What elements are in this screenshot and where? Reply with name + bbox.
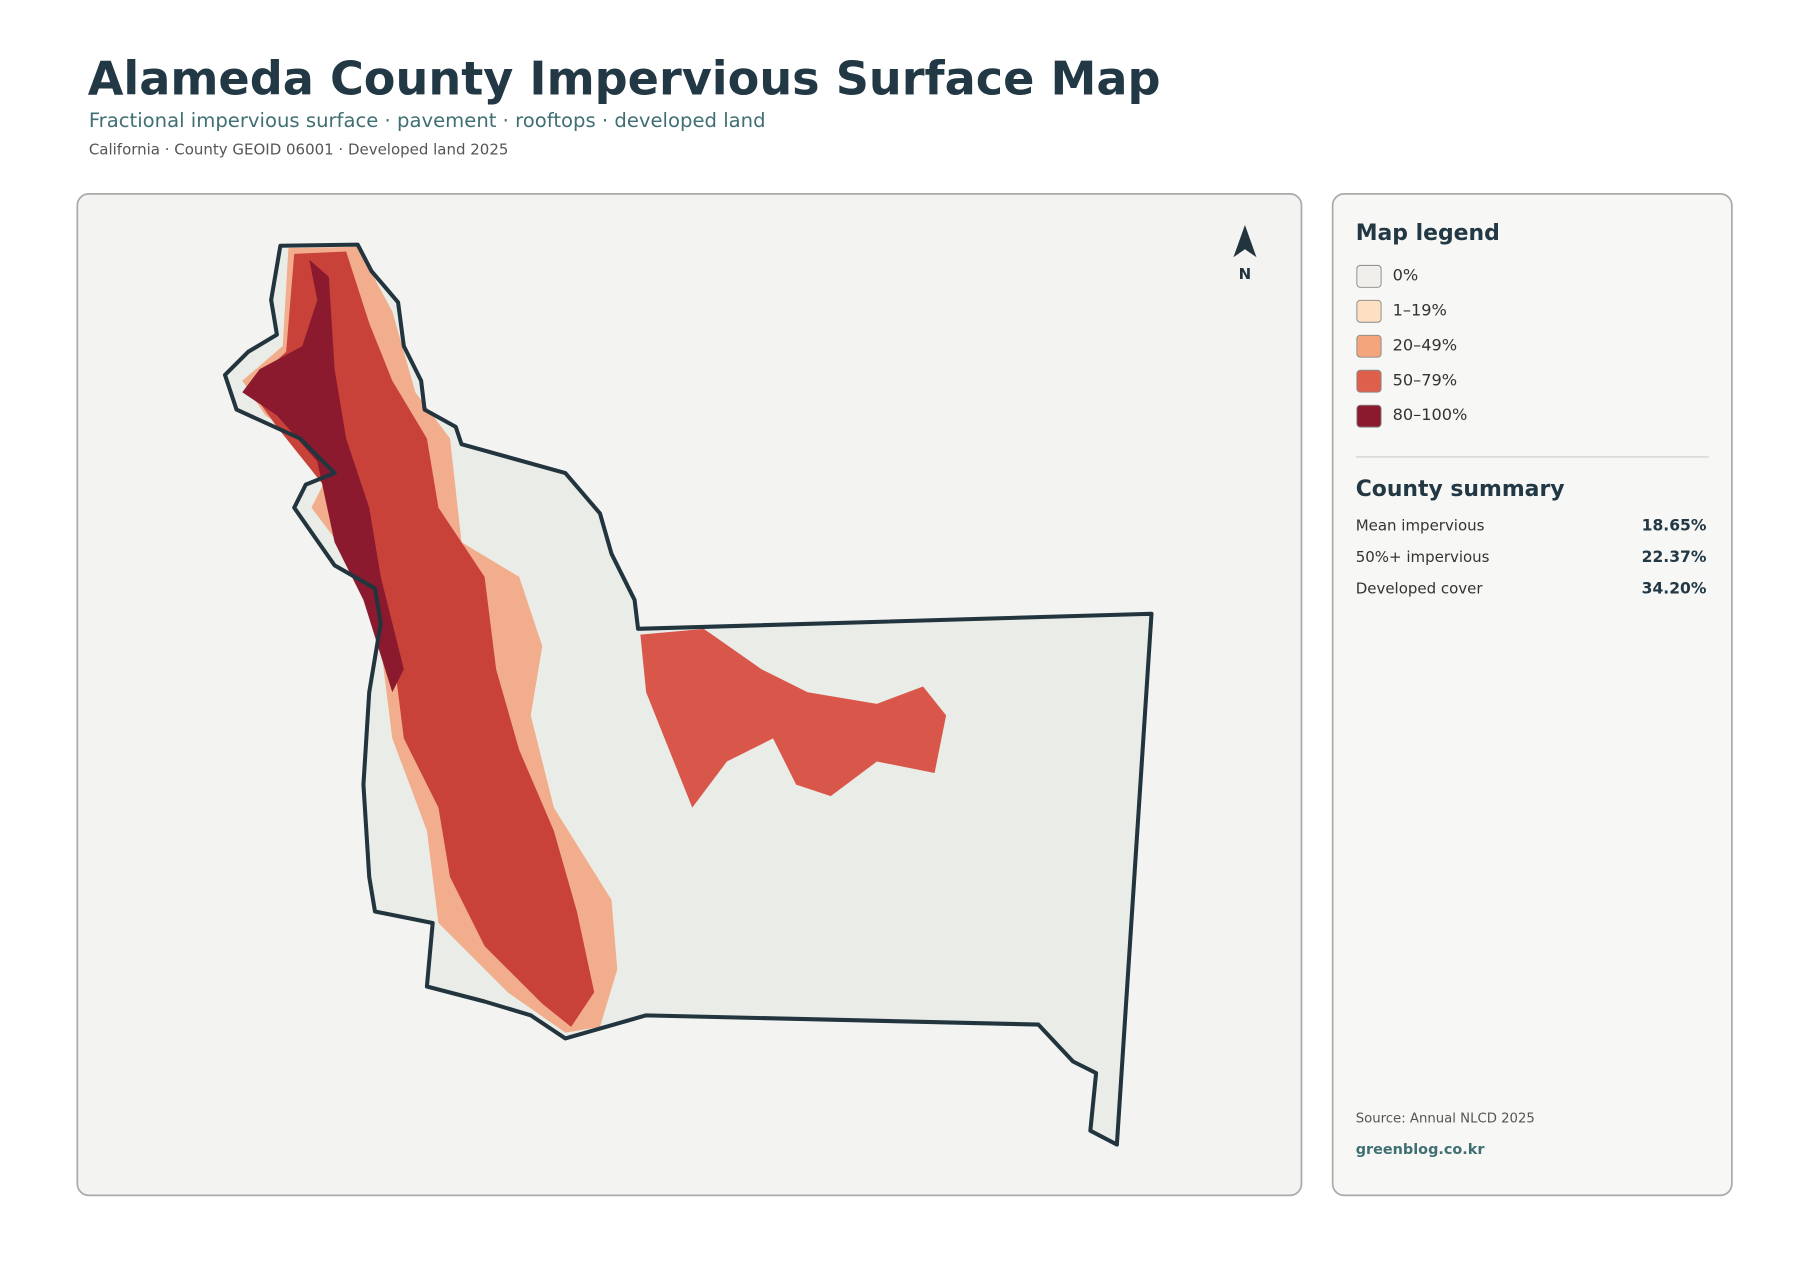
north-arrow: [1233, 224, 1257, 258]
legend-label: 20–49%: [1393, 335, 1457, 354]
legend-label: 0%: [1393, 265, 1419, 284]
title: Alameda County Impervious Surface Map: [88, 52, 1161, 106]
side-panel: [1331, 192, 1733, 1197]
site: greenblog.co.kr: [1356, 1142, 1486, 1158]
layout: Alameda County Impervious Surface Map Fr…: [76, 52, 1733, 1197]
north-label: N: [1239, 265, 1252, 283]
summary-value: 18.65%: [1642, 517, 1707, 535]
legend-label: 50–79%: [1393, 370, 1457, 389]
urban-east: [640, 628, 947, 808]
legend-title: Map legend: [1356, 221, 1500, 246]
legend: 0% 1–19% 20–49% 50–79% 80–100%: [1356, 264, 1468, 428]
legend-label: 1–19%: [1393, 300, 1447, 319]
summary-value: 22.37%: [1642, 548, 1707, 566]
meta: California · County GEOID 06001 · Develo…: [89, 141, 509, 159]
legend-swatch: [1356, 404, 1382, 428]
map: N: [222, 224, 1257, 1147]
legend-swatch: [1356, 264, 1382, 288]
legend-swatch: [1356, 369, 1382, 393]
legend-swatch: [1356, 299, 1382, 323]
legend-label: 80–100%: [1393, 405, 1468, 424]
summary-title: County summary: [1356, 477, 1565, 502]
summary-label: 50%+ impervious: [1356, 548, 1490, 566]
summary-label: Mean impervious: [1356, 517, 1485, 535]
county-outline: [222, 242, 1154, 1147]
legend-swatch: [1356, 334, 1382, 358]
subtitle: Fractional impervious surface · pavement…: [89, 109, 766, 132]
summary-label: Developed cover: [1356, 580, 1484, 598]
summary-value: 34.20%: [1642, 580, 1707, 598]
summary: Mean impervious 18.65% 50%+ impervious 22.3…: [1356, 517, 1707, 598]
source: Source: Annual NLCD 2025: [1356, 1112, 1535, 1127]
